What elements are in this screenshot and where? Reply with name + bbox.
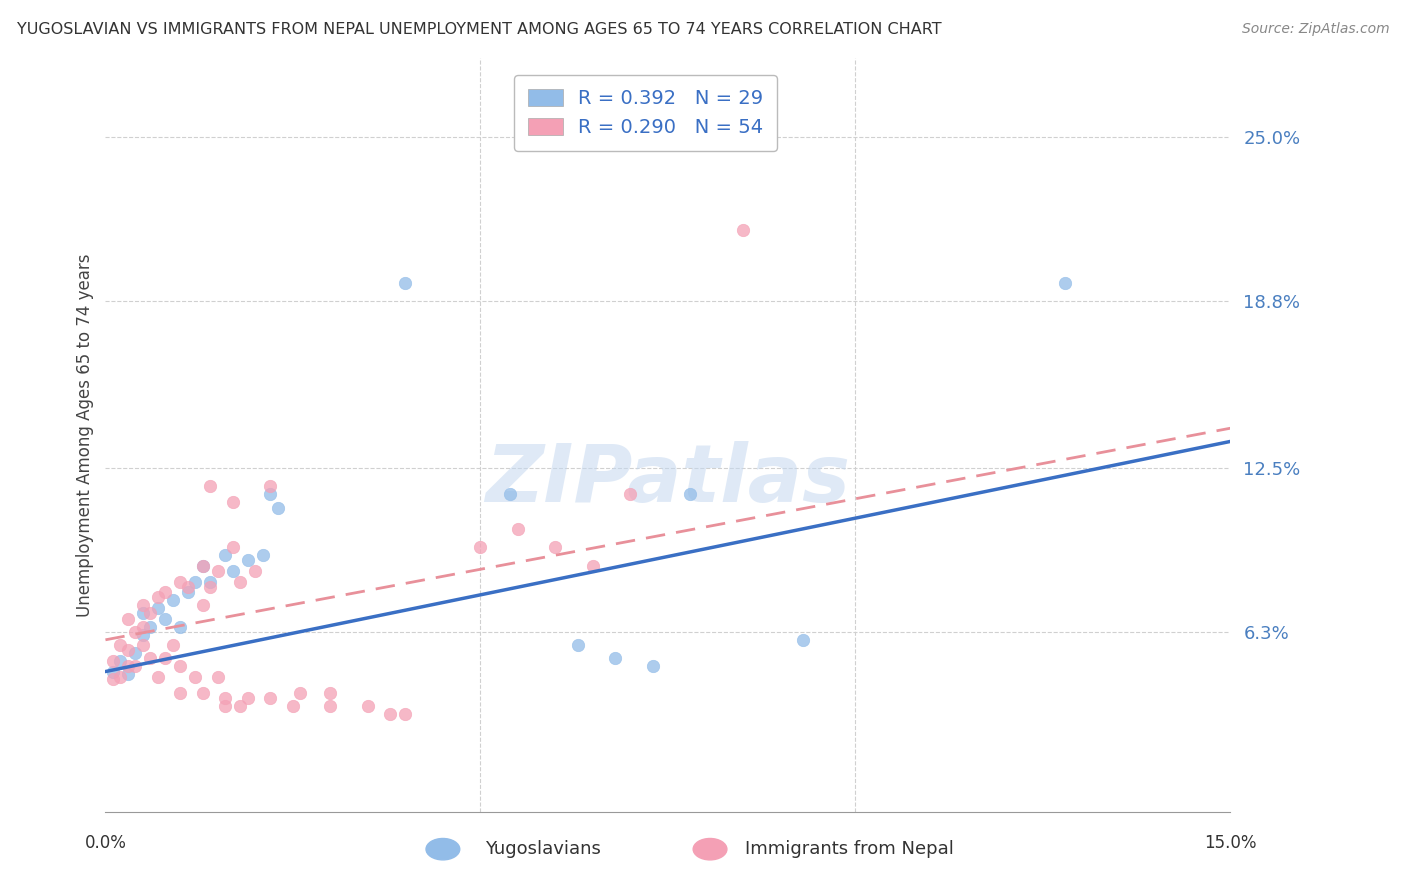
Point (200, 574, 222, 589)
Point (214, 548, 236, 562)
Point (506, 522, 529, 536)
Point (184, 670, 207, 684)
Point (200, 580, 222, 594)
Point (214, 691, 236, 706)
Point (132, 627, 155, 641)
Point (132, 599, 155, 613)
Text: Immigrants from Nepal: Immigrants from Nepal (745, 840, 955, 858)
Text: YUGOSLAVIAN VS IMMIGRANTS FROM NEPAL UNEMPLOYMENT AMONG AGES 65 TO 74 YEARS CORR: YUGOSLAVIAN VS IMMIGRANTS FROM NEPAL UNE… (17, 22, 942, 37)
Point (207, 564, 229, 578)
Point (470, 541, 492, 555)
Point (236, 553, 259, 567)
Point (1054, 276, 1077, 290)
Text: 0.0%: 0.0% (84, 834, 127, 852)
Point (124, 646, 146, 660)
Point (252, 548, 274, 562)
Point (146, 670, 169, 684)
Point (281, 698, 304, 713)
Text: 15.0%: 15.0% (1204, 834, 1257, 852)
Point (139, 619, 162, 633)
Point (191, 599, 214, 613)
Legend: R = 0.392   N = 29, R = 0.290   N = 54: R = 0.392 N = 29, R = 0.290 N = 54 (515, 75, 776, 151)
Point (146, 591, 169, 605)
Point (139, 607, 162, 621)
Point (101, 673, 124, 687)
Point (139, 651, 162, 665)
Point (110, 638, 132, 652)
Point (222, 564, 245, 578)
Point (155, 612, 177, 626)
Point (155, 651, 177, 665)
Point (214, 698, 236, 713)
Point (146, 601, 169, 615)
Point (357, 698, 380, 713)
Point (132, 607, 155, 621)
Point (110, 654, 132, 668)
Point (319, 698, 342, 713)
Point (731, 223, 754, 237)
Point (169, 619, 191, 633)
Point (259, 691, 281, 706)
Point (162, 638, 184, 652)
Point (132, 638, 155, 652)
Point (245, 564, 267, 578)
Point (117, 612, 139, 626)
Point (544, 541, 567, 555)
Point (132, 619, 155, 633)
Point (184, 574, 207, 589)
Point (236, 691, 259, 706)
Point (290, 686, 312, 700)
Point (259, 479, 281, 493)
Point (200, 479, 222, 493)
Point (191, 558, 214, 573)
Point (207, 670, 229, 684)
Point (641, 659, 664, 673)
Point (380, 706, 402, 721)
Point (222, 495, 245, 509)
Point (222, 541, 245, 555)
Point (124, 624, 146, 639)
Point (619, 487, 641, 501)
Point (229, 698, 252, 713)
Point (605, 651, 627, 665)
Point (229, 574, 252, 589)
Point (499, 487, 522, 501)
Point (101, 654, 124, 668)
Point (582, 558, 605, 573)
Point (567, 638, 589, 652)
Text: Source: ZipAtlas.com: Source: ZipAtlas.com (1241, 22, 1389, 37)
Point (394, 706, 416, 721)
Point (110, 670, 132, 684)
Point (117, 643, 139, 657)
Point (162, 593, 184, 607)
Point (155, 585, 177, 599)
Point (101, 665, 124, 679)
Point (394, 276, 416, 290)
Point (124, 659, 146, 673)
Point (177, 585, 200, 599)
Text: ZIPatlas: ZIPatlas (485, 441, 851, 519)
Point (267, 500, 290, 515)
Point (259, 487, 281, 501)
Point (169, 686, 191, 700)
Point (191, 686, 214, 700)
Point (177, 580, 200, 594)
Y-axis label: Unemployment Among Ages 65 to 74 years: Unemployment Among Ages 65 to 74 years (76, 253, 94, 616)
Point (169, 574, 191, 589)
Point (679, 487, 702, 501)
Point (191, 558, 214, 573)
Text: Yugoslavians: Yugoslavians (485, 840, 600, 858)
Point (117, 659, 139, 673)
Point (169, 659, 191, 673)
Point (792, 632, 814, 647)
Point (117, 667, 139, 681)
Point (319, 686, 342, 700)
